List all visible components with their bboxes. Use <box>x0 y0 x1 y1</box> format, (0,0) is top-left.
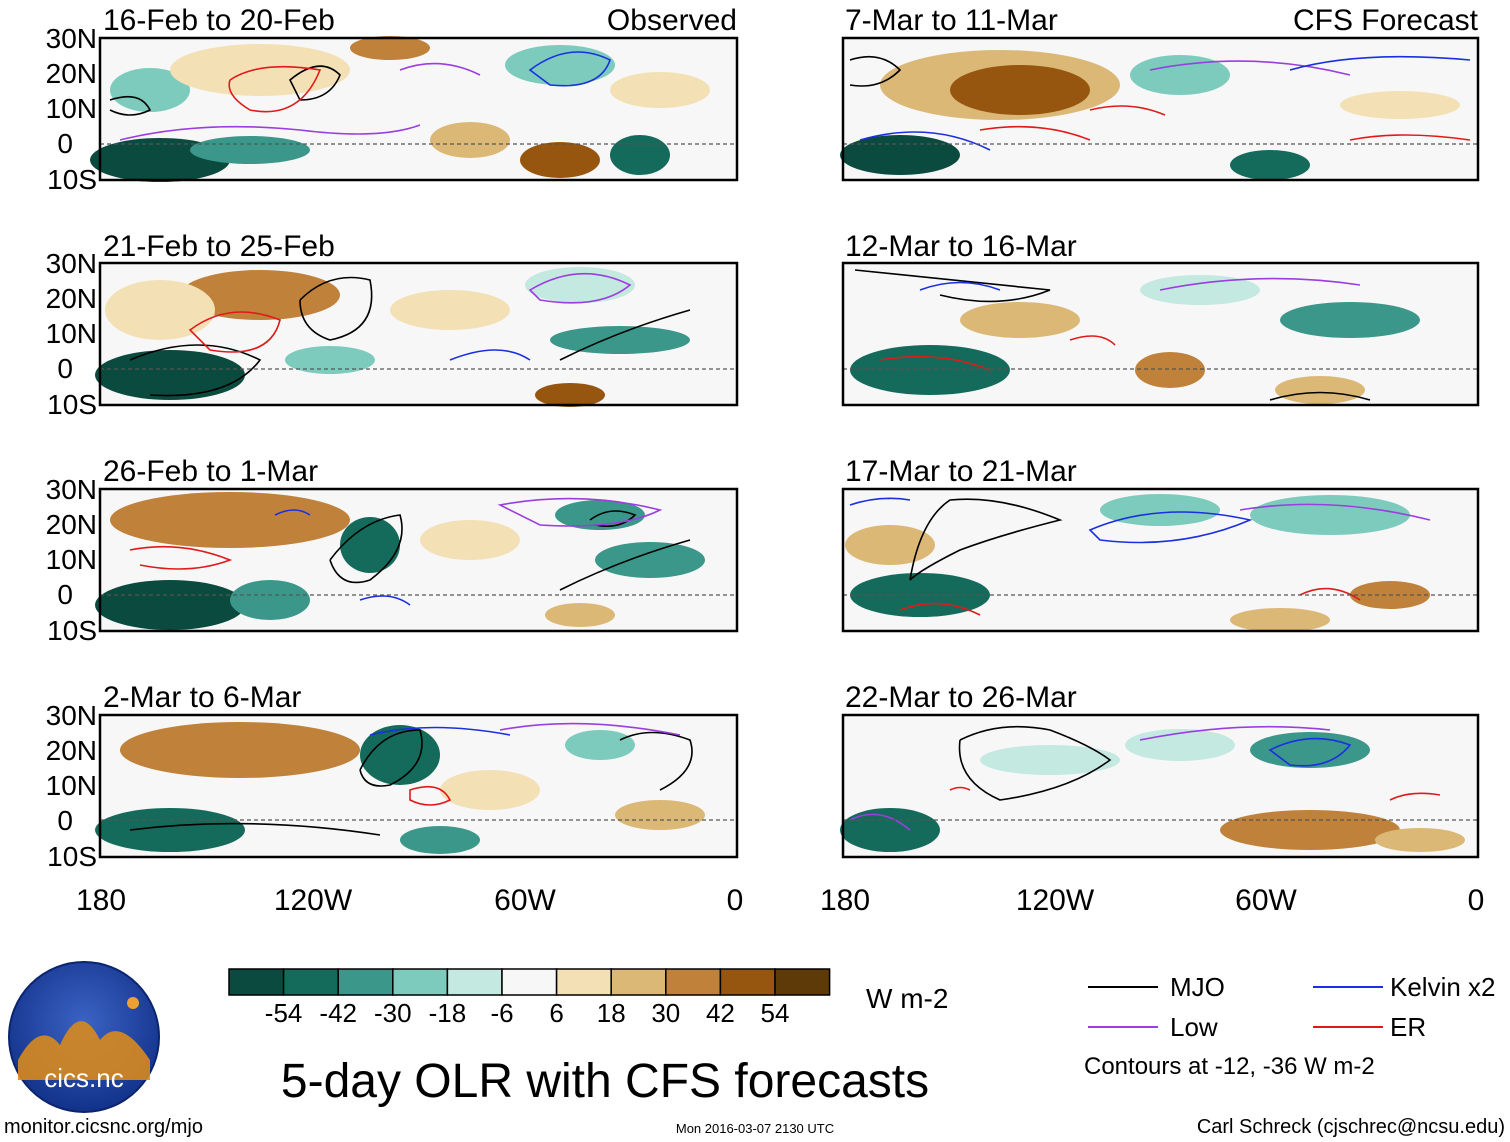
lat-label: 20N <box>46 283 97 314</box>
colorbar: -54 -42 -30 -18 -6 6 18 30 42 54 W m-2 <box>228 968 948 1028</box>
colorbar-swatch <box>610 968 667 996</box>
colorbar-swatch <box>665 968 722 996</box>
panel-period-label: 2-Mar to 6-Mar <box>103 681 301 714</box>
panel-period-label: 12-Mar to 16-Mar <box>845 230 1077 263</box>
footer-url: monitor.cicsnc.org/mjo <box>4 1116 203 1138</box>
colorbar-swatch <box>774 968 831 996</box>
panel-period-label: 16-Feb to 20-Feb <box>103 4 335 37</box>
colorbar-tick-label: 18 <box>597 998 626 1028</box>
colorbar-swatch <box>555 968 612 996</box>
lon-label: 120W <box>1016 884 1095 917</box>
colorbar-swatch <box>337 968 394 996</box>
colorbar-tick-label: -30 <box>374 998 412 1028</box>
lon-label: 0 <box>727 884 744 917</box>
lon-label: 0 <box>1468 884 1485 917</box>
lat-label: 10N <box>46 770 97 801</box>
lat-label: 20N <box>46 58 97 89</box>
panel-6 <box>841 487 1480 633</box>
lat-label: 0 <box>57 353 73 384</box>
lat-label: 10N <box>46 544 97 575</box>
lat-label: 30N <box>46 700 97 731</box>
olr-anomaly-field <box>95 267 690 407</box>
legend-label: Low <box>1170 1012 1218 1042</box>
colorbar-tick-label: 30 <box>651 998 680 1028</box>
colorbar-swatch <box>228 968 285 996</box>
wave-contours <box>129 272 691 397</box>
olr-anomaly-field <box>95 492 705 630</box>
panel-8 <box>840 713 1480 859</box>
footer-timestamp: Mon 2016-03-07 2130 UTC <box>676 1121 834 1136</box>
panel-period-label: 22-Mar to 26-Mar <box>845 681 1077 714</box>
lat-label: 0 <box>57 579 73 610</box>
lat-label: 20N <box>46 509 97 540</box>
legend-label: MJO <box>1170 972 1225 1002</box>
footer-author: Carl Schreck (cjschrec@ncsu.edu) <box>1197 1116 1505 1138</box>
wave-contours <box>849 55 1471 151</box>
panel-7 <box>95 713 739 859</box>
lon-label: 120W <box>274 884 353 917</box>
wave-contours <box>129 722 693 836</box>
wave-contours <box>109 51 611 141</box>
olr-anomaly-field <box>90 36 710 182</box>
colorbar-swatch <box>446 968 503 996</box>
legend-label: Kelvin x2 <box>1390 972 1496 1002</box>
olr-anomaly-field <box>850 275 1420 404</box>
lat-label: 0 <box>57 805 73 836</box>
colorbar-tick-label: 54 <box>761 998 790 1028</box>
lat-label: 10S <box>47 615 97 646</box>
colorbar-units: W m-2 <box>866 983 948 1014</box>
panel-period-label: 26-Feb to 1-Mar <box>103 455 318 488</box>
main-title: 5-day OLR with CFS forecasts <box>281 1055 929 1108</box>
lon-label: 60W <box>494 884 556 917</box>
panel-period-label: 7-Mar to 11-Mar <box>845 4 1058 37</box>
wave-contours <box>854 269 1371 401</box>
longitude-axis: 180 120W 60W 0 180 120W 60W 0 <box>76 884 1484 917</box>
wave-contours <box>849 497 1431 616</box>
colorbar-tick-label: -6 <box>490 998 513 1028</box>
lat-label: 0 <box>57 128 73 159</box>
colorbar-tick-label: 42 <box>706 998 735 1028</box>
panel-tag-observed: Observed <box>607 4 737 37</box>
colorbar-swatch <box>282 968 339 996</box>
wave-contours <box>849 725 1441 831</box>
lat-label: 10S <box>47 389 97 420</box>
panel-1 <box>90 36 739 182</box>
wave-contours <box>129 497 691 606</box>
colorbar-tick-label: -42 <box>319 998 357 1028</box>
colorbar-swatch <box>719 968 776 996</box>
lat-label: 10S <box>47 841 97 872</box>
lat-label: 20N <box>46 735 97 766</box>
lon-label: 180 <box>76 884 126 917</box>
lat-label: 10N <box>46 318 97 349</box>
colorbar-swatch <box>501 968 558 996</box>
latitude-axis: 30N 20N 10N 0 10S 30N 20N 10N 0 10S 30N … <box>46 23 97 872</box>
panel-period-label: 21-Feb to 25-Feb <box>103 230 335 263</box>
panel-period-label: 17-Mar to 21-Mar <box>845 455 1077 488</box>
olr-anomaly-field <box>840 50 1460 180</box>
panel-3 <box>95 261 739 407</box>
lat-label: 30N <box>46 248 97 279</box>
colorbar-tick-label: -18 <box>429 998 467 1028</box>
colorbar-tick-label: -54 <box>265 998 303 1028</box>
lat-label: 30N <box>46 23 97 54</box>
panel-4 <box>841 261 1480 407</box>
panel-2 <box>840 36 1480 182</box>
panel-tag-forecast: CFS Forecast <box>1293 4 1479 37</box>
contour-note: Contours at -12, -36 W m-2 <box>1084 1053 1375 1080</box>
colorbar-swatch <box>392 968 449 996</box>
colorbar-tick-label: 6 <box>549 998 563 1028</box>
lat-label: 10S <box>47 164 97 195</box>
lon-label: 180 <box>820 884 870 917</box>
olr-anomaly-field <box>95 722 705 854</box>
contour-legend: MJO Kelvin x2 Low ER Contours at -12, -3… <box>1084 972 1496 1080</box>
legend-label: ER <box>1390 1012 1426 1042</box>
panel-5 <box>95 487 739 633</box>
lat-label: 10N <box>46 93 97 124</box>
logo-wordmark: cics.nc <box>44 1063 123 1093</box>
lon-label: 60W <box>1235 884 1297 917</box>
lat-label: 30N <box>46 474 97 505</box>
cics-nc-logo: cics.nc <box>8 961 160 1113</box>
